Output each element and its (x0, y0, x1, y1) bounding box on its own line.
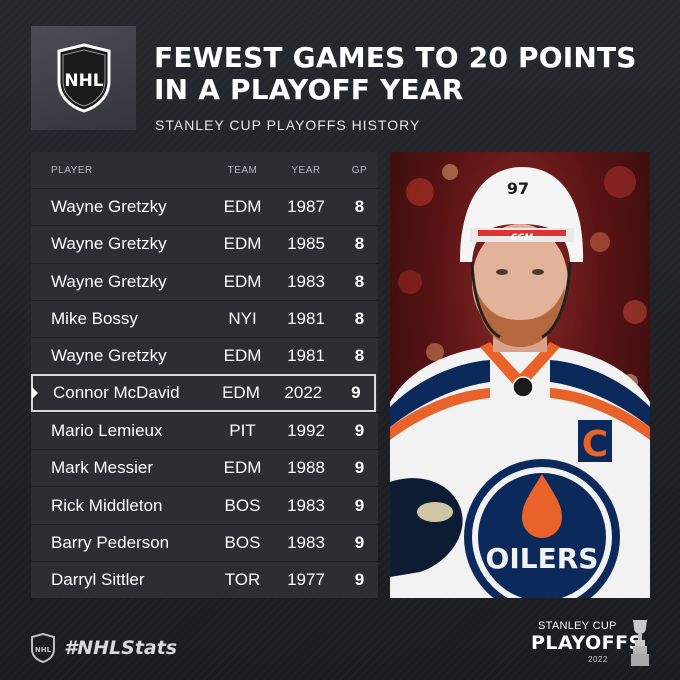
column-header-year: YEAR (291, 164, 321, 176)
gp-cell: 9 (354, 458, 365, 478)
page-subtitle: STANLEY CUP PLAYOFFS HISTORY (155, 117, 421, 133)
table-row: Wayne Gretzky EDM 1985 8 (31, 225, 378, 262)
captain-letter: C (582, 424, 608, 465)
player-cell: Darryl Sittler (51, 570, 145, 590)
year-cell: 1987 (287, 197, 325, 217)
table-header: PLAYER TEAM YEAR GP (31, 152, 378, 188)
hashtag-text: #NHLStats (64, 637, 178, 659)
stanley-cup-playoffs-logo: STANLEY CUP PLAYOFFS 2022 (528, 618, 654, 668)
player-illustration: 97 CCM C OILERS (390, 164, 650, 598)
column-header-gp: GP (351, 164, 368, 176)
team-cell: TOR (224, 570, 261, 590)
player-cell: Barry Pederson (51, 532, 170, 552)
player-cell: Rick Middleton (51, 495, 163, 515)
team-cell: EDM (222, 383, 260, 403)
year-cell: 1992 (287, 420, 325, 440)
svg-text:NHL: NHL (35, 646, 52, 654)
player-cell: Mark Messier (51, 458, 154, 478)
table-row: Rick Middleton BOS 1983 9 (31, 486, 378, 523)
footer-hashtag: NHL #NHLStats (30, 633, 177, 663)
player-cell: Wayne Gretzky (51, 197, 167, 217)
table-row: Mark Messier EDM 1988 9 (31, 449, 378, 486)
gp-cell: 9 (354, 532, 365, 552)
stats-table: PLAYER TEAM YEAR GP Wayne Gretzky EDM 1987… (31, 152, 378, 598)
year-cell: 1983 (287, 271, 325, 291)
player-cell: Connor McDavid (53, 383, 180, 403)
table-row: Wayne Gretzky EDM 1983 8 (31, 262, 378, 300)
player-cell: Mario Lemieux (51, 420, 163, 440)
year-cell: 1983 (287, 495, 325, 515)
team-cell: BOS (224, 532, 261, 552)
gp-cell: 9 (354, 570, 365, 590)
team-cell: EDM (223, 197, 262, 217)
svg-text:NHL: NHL (64, 71, 103, 91)
stanley-cup-icon (631, 620, 649, 666)
gp-cell: 9 (354, 495, 365, 515)
year-cell: 1983 (287, 532, 325, 552)
gp-cell: 8 (354, 346, 365, 366)
year-cell: 1981 (287, 309, 325, 329)
helmet-brand: CCM (511, 233, 533, 243)
nhl-small-shield-icon: NHL (31, 633, 55, 663)
helmet-number: 97 (507, 179, 529, 198)
gp-cell: 8 (354, 197, 365, 217)
team-cell: EDM (223, 234, 262, 254)
year-cell: 1988 (287, 458, 325, 478)
page-title: FEWEST GAMES TO 20 POINTS IN A PLAYOFF Y… (154, 42, 664, 106)
table-body: Wayne Gretzky EDM 1987 8 Wayne Gretzky EDM 198… (31, 188, 378, 598)
team-cell: EDM (223, 346, 262, 366)
nhl-shield-icon: NHL (57, 43, 110, 113)
title-line-1: FEWEST GAMES TO 20 POINTS (154, 41, 637, 74)
team-cell: EDM (223, 271, 262, 291)
gp-cell: 8 (354, 309, 365, 329)
column-header-player: PLAYER (51, 164, 93, 176)
team-cell: BOS (224, 495, 261, 515)
playoffs-line-2: PLAYOFFS (531, 632, 643, 654)
gp-cell: 9 (354, 420, 365, 440)
nhl-logo-box: NHL (31, 26, 136, 130)
table-row: Mario Lemieux PIT 1992 9 (31, 411, 378, 449)
year-cell: 1985 (287, 234, 325, 254)
crest-text: OILERS (486, 542, 599, 575)
gp-cell: 8 (354, 271, 365, 291)
year-cell: 1977 (287, 570, 325, 590)
table-row: Mike Bossy NYI 1981 8 (31, 299, 378, 337)
player-cell: Wayne Gretzky (51, 346, 167, 366)
player-cell: Mike Bossy (51, 309, 138, 329)
gp-cell: 8 (354, 234, 365, 254)
table-row: Wayne Gretzky EDM 1987 8 (31, 188, 378, 225)
team-cell: PIT (229, 420, 256, 440)
table-row: Darryl Sittler TOR 1977 9 (31, 560, 378, 598)
table-row: Wayne Gretzky EDM 1981 8 (31, 337, 378, 374)
year-cell: 2022 (284, 383, 323, 403)
team-cell: EDM (223, 458, 262, 478)
table-row: Barry Pederson BOS 1983 9 (31, 523, 378, 561)
player-cell: Wayne Gretzky (51, 271, 167, 291)
year-cell: 1981 (287, 346, 325, 366)
gp-cell: 9 (351, 383, 361, 403)
title-line-2: IN A PLAYOFF YEAR (154, 73, 464, 106)
team-cell: NYI (228, 309, 257, 329)
table-row-highlighted: Connor McDavid EDM 2022 9 (31, 374, 376, 412)
player-photo: 97 CCM C OILERS (390, 152, 650, 598)
playoffs-line-1: STANLEY CUP (538, 620, 617, 632)
playoffs-line-3: 2022 (588, 655, 608, 664)
column-header-team: TEAM (227, 164, 258, 176)
player-cell: Wayne Gretzky (51, 234, 167, 254)
